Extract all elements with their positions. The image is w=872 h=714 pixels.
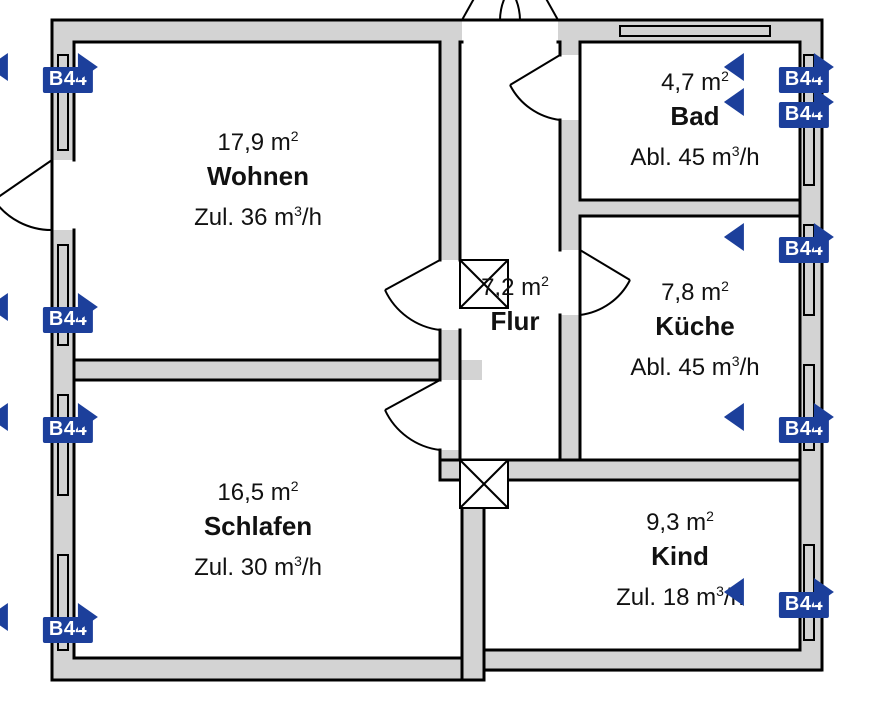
floorplan-svg <box>0 0 872 714</box>
floorplan-stage: 17,9 m2 Wohnen Zul. 36 m3/h 16,5 m2 Schl… <box>0 0 872 714</box>
